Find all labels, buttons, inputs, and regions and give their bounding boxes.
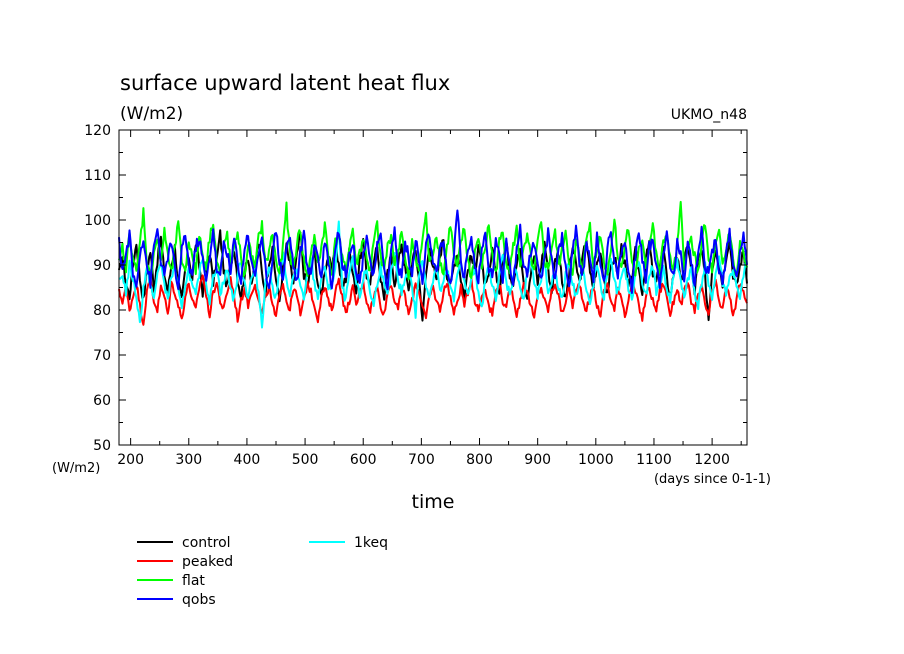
x-tick-label: 500 xyxy=(292,452,319,468)
y-axis-units: (W/m2) xyxy=(52,461,100,476)
x-tick-label: 700 xyxy=(408,452,435,468)
model-label: UKMO_n48 xyxy=(671,107,747,123)
x-tick-label: 200 xyxy=(117,452,144,468)
legend-label-qobs: qobs xyxy=(182,592,216,608)
x-tick-label: 1000 xyxy=(578,452,614,468)
x-tick-label: 600 xyxy=(350,452,377,468)
plot-frame xyxy=(118,129,748,446)
y-tick-label: 120 xyxy=(84,123,111,139)
legend: control peaked flat qobs 1keq xyxy=(137,535,388,608)
series-line-peaked xyxy=(118,274,748,326)
legend-label-1keq: 1keq xyxy=(354,535,388,551)
legend-label-control: control xyxy=(182,535,231,551)
series-line-1keq xyxy=(118,220,748,329)
x-axis-label: time xyxy=(412,491,455,513)
x-tick-label: 900 xyxy=(524,452,551,468)
x-tick-label: 1100 xyxy=(636,452,672,468)
x-tick-label: 1200 xyxy=(694,452,730,468)
x-axis-units: (days since 0-1-1) xyxy=(654,472,771,487)
legend-label-flat: flat xyxy=(182,573,205,589)
series-line-control xyxy=(118,229,748,322)
x-tick-label: 300 xyxy=(175,452,202,468)
y-tick-label: 90 xyxy=(93,258,111,274)
legend-label-peaked: peaked xyxy=(182,554,233,570)
y-tick-label: 50 xyxy=(93,438,111,454)
axis-ticks: 200 300 400 500 600 700 800 900 1000 1100 1200 50 60… xyxy=(84,123,747,468)
chart-title: surface upward latent heat flux xyxy=(120,71,450,95)
y-tick-label: 80 xyxy=(93,303,111,319)
x-tick-label: 400 xyxy=(234,452,261,468)
y-tick-label: 110 xyxy=(84,168,111,184)
chart-units: (W/m2) xyxy=(120,104,183,124)
y-tick-label: 60 xyxy=(93,393,111,409)
y-tick-label: 70 xyxy=(93,348,111,364)
x-tick-label: 800 xyxy=(466,452,493,468)
series-line-qobs xyxy=(118,209,748,294)
y-tick-label: 100 xyxy=(84,213,111,229)
series-lines xyxy=(118,200,748,329)
